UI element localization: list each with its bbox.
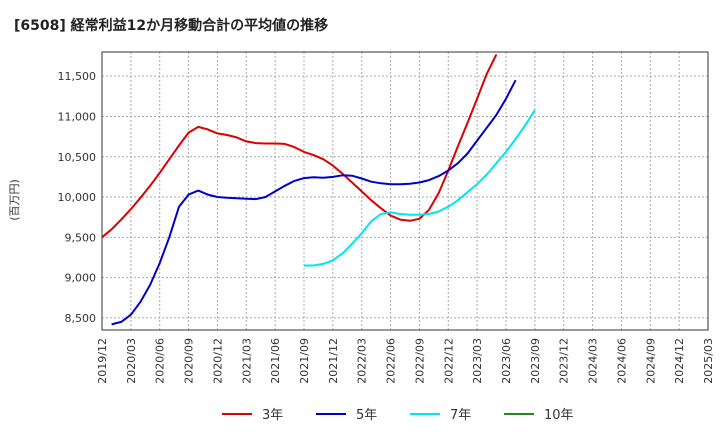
y-axis-label: (百万円)	[8, 179, 21, 221]
y-tick-label: 9,000	[65, 272, 97, 285]
x-tick-label: 2022/03	[356, 338, 369, 384]
chart-title: [6508] 経常利益12か月移動合計の平均値の推移	[14, 17, 328, 34]
y-tick-label: 10,000	[58, 191, 97, 204]
x-tick-label: 2024/03	[587, 338, 600, 384]
x-tick-label: 2019/12	[96, 338, 109, 384]
x-tick-label: 2021/06	[269, 338, 282, 384]
plot-area-border	[101, 51, 709, 331]
x-tick-label: 2022/09	[413, 338, 426, 384]
x-tick-label: 2021/12	[327, 338, 340, 384]
x-tick-label: 2020/12	[211, 338, 224, 384]
y-tick-label: 10,500	[58, 151, 97, 164]
gridlines	[101, 52, 709, 330]
y-tick-label: 8,500	[65, 312, 97, 325]
x-tick-label: 2022/06	[385, 338, 398, 384]
legend-label: 5年	[356, 408, 377, 423]
x-tick-label: 2025/03	[702, 338, 715, 384]
x-tick-label: 2022/12	[442, 338, 455, 384]
series-line-2	[304, 109, 536, 267]
x-tick-label: 2024/09	[644, 338, 657, 384]
x-tick-label: 2021/03	[240, 338, 253, 384]
legend-label: 10年	[544, 408, 574, 423]
y-tick-label: 11,500	[58, 70, 97, 83]
y-tick-label: 9,500	[65, 231, 97, 244]
x-tick-label: 2021/09	[298, 338, 311, 384]
x-tick-label: 2023/09	[529, 338, 542, 384]
legend-label: 7年	[450, 408, 471, 423]
legend: 3年 5年 7年 10年	[222, 408, 574, 423]
legend-label: 3年	[262, 408, 283, 423]
x-tick-label: 2024/12	[673, 338, 686, 384]
x-tick-label: 2023/03	[471, 338, 484, 384]
x-tick-label: 2020/03	[125, 338, 138, 384]
x-tick-labels: 2019/12 2020/03 2020/06 2020/09 2020/12 2021/…	[96, 338, 715, 384]
series-line-0	[101, 53, 498, 239]
x-tick-label: 2020/06	[154, 338, 167, 384]
x-tick-label: 2020/09	[183, 338, 196, 384]
y-tick-labels: 8,500 9,000 9,500 10,000 10,500 11,000 11,500	[58, 70, 97, 325]
x-tick-label: 2024/06	[615, 338, 628, 384]
series-lines	[101, 53, 536, 326]
x-tick-label: 2023/12	[558, 338, 571, 384]
series-line-1	[111, 79, 517, 326]
x-tick-label: 2023/06	[500, 338, 513, 384]
y-tick-label: 11,000	[58, 110, 97, 123]
